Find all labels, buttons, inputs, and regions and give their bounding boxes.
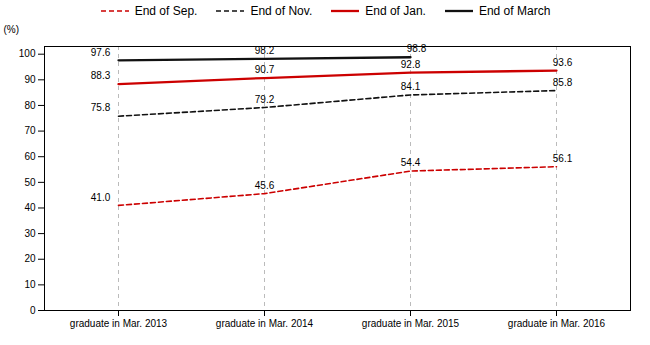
- svg-text:79.2: 79.2: [255, 94, 275, 105]
- html-text:End of Nov.: End of Nov.: [250, 4, 313, 18]
- svg-text:graduate in Mar. 2014: graduate in Mar. 2014: [216, 318, 314, 329]
- svg-text:85.8: 85.8: [553, 77, 573, 88]
- svg-text:(%): (%): [4, 24, 20, 35]
- svg-text:90: 90: [24, 74, 36, 85]
- svg-text:100: 100: [19, 48, 36, 59]
- svg-text:97.6: 97.6: [91, 47, 111, 58]
- svg-text:84.1: 84.1: [401, 81, 421, 92]
- svg-text:40: 40: [24, 202, 36, 213]
- html-text:End of Sep.: End of Sep.: [134, 4, 198, 18]
- svg-text:98.8: 98.8: [407, 43, 427, 54]
- html-text:End of Jan.: End of Jan.: [365, 4, 426, 18]
- svg-text:98.2: 98.2: [255, 45, 275, 56]
- svg-text:90.7: 90.7: [255, 64, 275, 75]
- svg-text:92.8: 92.8: [401, 59, 421, 70]
- svg-text:93.6: 93.6: [553, 57, 573, 68]
- svg-text:60: 60: [24, 151, 36, 162]
- svg-text:45.6: 45.6: [255, 180, 275, 191]
- svg-text:graduate in Mar. 2016: graduate in Mar. 2016: [508, 318, 606, 329]
- svg-text:50: 50: [24, 177, 36, 188]
- svg-text:75.8: 75.8: [91, 102, 111, 113]
- svg-text:80: 80: [24, 100, 36, 111]
- svg-text:graduate in Mar. 2015: graduate in Mar. 2015: [362, 318, 460, 329]
- svg-text:56.1: 56.1: [553, 153, 573, 164]
- svg-text:54.4: 54.4: [401, 157, 421, 168]
- svg-text:30: 30: [24, 228, 36, 239]
- svg-text:20: 20: [24, 253, 36, 264]
- svg-text:41.0: 41.0: [91, 192, 111, 203]
- svg-text:88.3: 88.3: [91, 70, 111, 81]
- svg-text:0: 0: [30, 305, 36, 316]
- svg-text:graduate in Mar. 2013: graduate in Mar. 2013: [70, 318, 168, 329]
- svg-text:10: 10: [24, 279, 36, 290]
- svg-text:70: 70: [24, 125, 36, 136]
- html-text:End of March: End of March: [478, 4, 551, 18]
